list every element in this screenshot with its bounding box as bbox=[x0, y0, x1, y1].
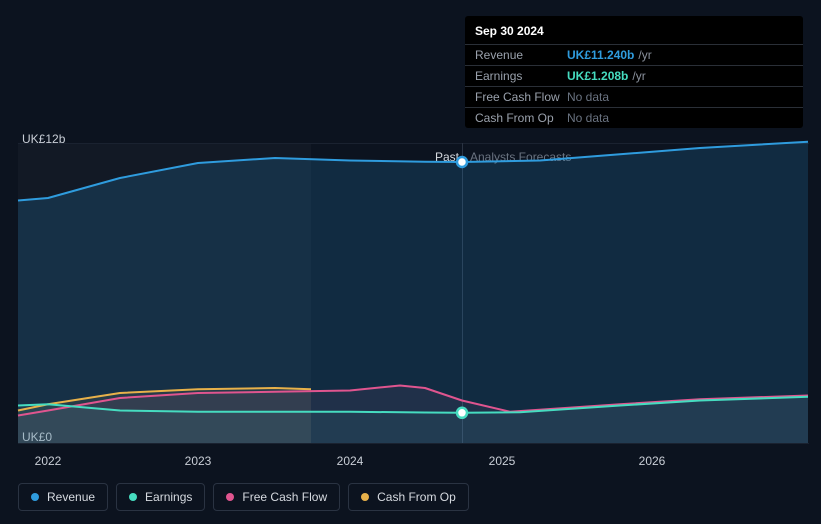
cursor-dot-earnings bbox=[457, 408, 467, 418]
legend-label: Free Cash Flow bbox=[242, 490, 327, 504]
tooltip-row-value: No data bbox=[567, 111, 609, 125]
tooltip-row: EarningsUK£1.208b/yr bbox=[465, 65, 803, 86]
tooltip-row-label: Revenue bbox=[475, 48, 567, 62]
tooltip-row-label: Free Cash Flow bbox=[475, 90, 567, 104]
tooltip-row: Cash From OpNo data bbox=[465, 107, 803, 128]
legend-dot-icon bbox=[361, 493, 369, 501]
legend-label: Cash From Op bbox=[377, 490, 456, 504]
legend-dot-icon bbox=[129, 493, 137, 501]
legend-item-earnings[interactable]: Earnings bbox=[116, 483, 205, 511]
legend-dot-icon bbox=[31, 493, 39, 501]
cursor-dot-revenue bbox=[457, 157, 467, 167]
legend-item-fcf[interactable]: Free Cash Flow bbox=[213, 483, 340, 511]
tooltip-row-unit: /yr bbox=[638, 48, 651, 62]
legend-item-revenue[interactable]: Revenue bbox=[18, 483, 108, 511]
tooltip-row-value: UK£11.240b bbox=[567, 48, 634, 62]
chart-legend: Revenue Earnings Free Cash Flow Cash From O… bbox=[18, 483, 469, 511]
legend-label: Earnings bbox=[145, 490, 192, 504]
legend-dot-icon bbox=[226, 493, 234, 501]
tooltip-row-label: Cash From Op bbox=[475, 111, 567, 125]
tooltip-row-value: UK£1.208b bbox=[567, 69, 628, 83]
chart-tooltip: Sep 30 2024 RevenueUK£11.240b/yrEarnings… bbox=[465, 16, 803, 128]
tooltip-row-label: Earnings bbox=[475, 69, 567, 83]
tooltip-date: Sep 30 2024 bbox=[465, 22, 803, 44]
earnings-revenue-chart: UK£12bUK£0 20222023202420252026 Past Ana… bbox=[0, 0, 821, 524]
tooltip-row: Free Cash FlowNo data bbox=[465, 86, 803, 107]
tooltip-row: RevenueUK£11.240b/yr bbox=[465, 44, 803, 65]
legend-label: Revenue bbox=[47, 490, 95, 504]
tooltip-row-unit: /yr bbox=[632, 69, 645, 83]
legend-item-cfo[interactable]: Cash From Op bbox=[348, 483, 469, 511]
tooltip-row-value: No data bbox=[567, 90, 609, 104]
